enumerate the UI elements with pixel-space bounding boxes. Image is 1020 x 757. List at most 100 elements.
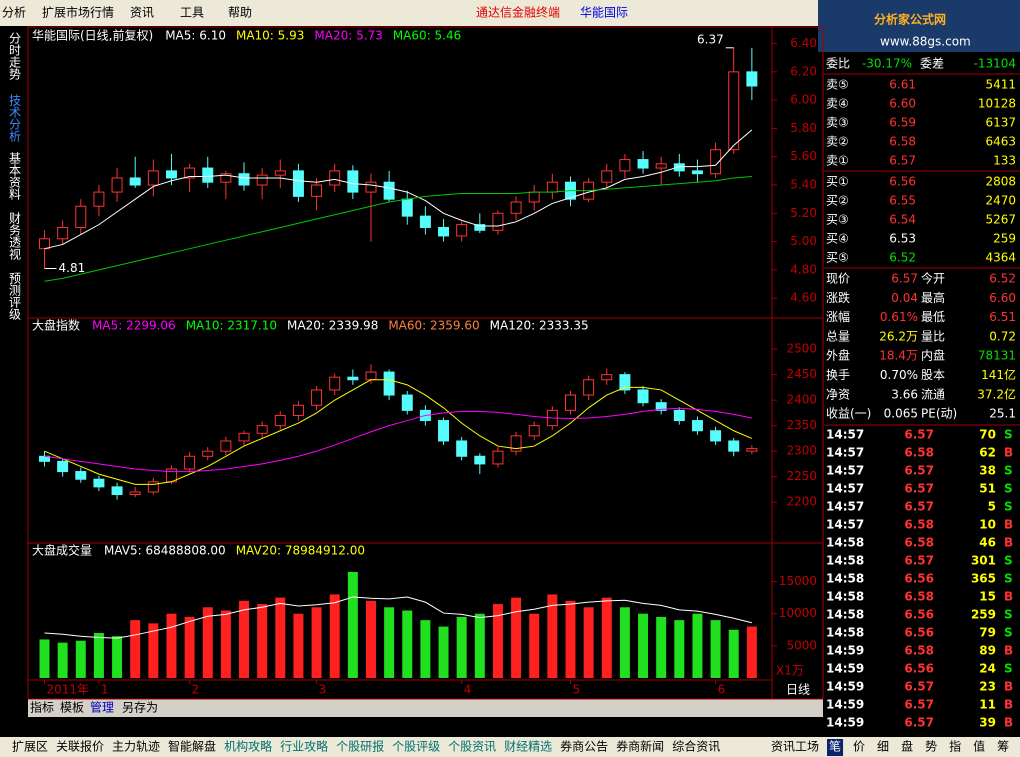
book-label: 卖① (826, 154, 849, 168)
candle-body (710, 149, 722, 175)
volume-bar (619, 607, 630, 678)
y-tick-label: 10000 (779, 606, 817, 620)
menu-item[interactable]: 扩展市场行情 (42, 5, 114, 20)
candle-body (401, 394, 413, 411)
x-tick-label: 1 (101, 683, 109, 697)
period-label[interactable]: 日线 (786, 683, 810, 697)
candle-body (57, 226, 69, 240)
volume-bar (438, 626, 449, 678)
footer-tab[interactable]: 主力轨迹 (112, 740, 160, 754)
footer-tab[interactable]: 财经精选 (504, 740, 552, 754)
footer-tab[interactable]: 综合资讯 (672, 739, 720, 754)
x-tick-label: 2 (192, 683, 200, 697)
trade-time: 14:58 (826, 590, 864, 604)
footer-tab[interactable]: 券商公告 (560, 739, 608, 754)
legend-entry: MA5: 6.10 (165, 29, 226, 43)
book-label: 卖⑤ (826, 78, 849, 92)
candle-body (401, 198, 413, 217)
volume-bar (474, 613, 485, 678)
trade-price: 6.58 (904, 590, 934, 604)
candle-body (39, 238, 50, 250)
trade-side: B (1004, 518, 1013, 532)
side-tab[interactable]: 预测评级 (8, 272, 22, 320)
trade-volume: 62 (979, 446, 996, 460)
book-label: 买③ (826, 213, 849, 227)
trade-side: S (1004, 554, 1013, 568)
trade-price: 6.57 (904, 428, 934, 442)
candle-body (202, 167, 214, 183)
trade-side: B (1004, 680, 1013, 694)
candle-body (637, 389, 649, 404)
volume-bar (130, 620, 141, 678)
footer-tab[interactable]: 筹 (997, 740, 1009, 754)
volume-bar (220, 610, 231, 678)
quote-value: 0.70% (880, 368, 918, 382)
volume-bar (275, 597, 286, 678)
menu-item[interactable]: 工具 (180, 6, 204, 20)
menu-item[interactable]: 帮助 (228, 6, 252, 20)
trade-side: S (1004, 428, 1013, 442)
y-tick-label: 5.40 (790, 178, 817, 192)
footer-tab[interactable]: 行业攻略 (280, 739, 328, 754)
footer-tab[interactable]: 关联报价 (56, 739, 104, 754)
trade-side: S (1004, 500, 1013, 514)
footer-tab[interactable]: 个股研报 (336, 739, 384, 754)
trade-time: 14:58 (826, 626, 864, 640)
footer-tab[interactable]: 个股资讯 (448, 740, 496, 754)
candle-body (383, 181, 395, 200)
trade-time: 14:59 (826, 680, 864, 694)
footer-tab[interactable]: 券商新闻 (616, 739, 664, 754)
footer-tab[interactable]: 盘 (901, 739, 913, 754)
footer-tab[interactable]: 指 (949, 739, 961, 754)
footer-tab[interactable]: 扩展区 (12, 740, 48, 754)
trade-volume: 46 (979, 536, 996, 550)
y-tick-label: 4.80 (790, 262, 817, 276)
candle-body (292, 404, 304, 416)
candle-body (347, 376, 359, 381)
footer-tab[interactable]: 机构攻略 (224, 739, 272, 754)
volume-bar (601, 597, 612, 678)
candle-body (238, 173, 250, 186)
book-volume: 4364 (985, 251, 1016, 265)
bottom-tab[interactable]: 指标 (30, 700, 54, 715)
book-volume: 2808 (985, 175, 1016, 189)
footer-tab[interactable]: 个股评级 (392, 740, 440, 754)
trade-side: B (1004, 446, 1013, 460)
trade-time: 14:59 (826, 662, 864, 676)
trade-price: 6.56 (904, 572, 934, 586)
footer-tab[interactable]: 势 (925, 740, 937, 754)
candle-body (75, 205, 87, 228)
bottom-tab[interactable]: 管理 (90, 700, 114, 715)
side-tab[interactable]: 基本资料 (8, 152, 22, 200)
book-price: 6.53 (889, 232, 916, 246)
quote-value: 141亿 (981, 367, 1016, 382)
menu-item[interactable]: 资讯 (130, 6, 154, 20)
candle-body (147, 481, 159, 493)
footer-tab[interactable]: 细 (877, 740, 889, 754)
y-tick-label: 5.60 (790, 149, 817, 163)
bottom-tab[interactable]: 模板 (60, 701, 84, 715)
candle-body (673, 409, 685, 422)
y-tick-label: 2400 (786, 393, 817, 407)
side-tab[interactable]: 技术分析 (8, 94, 22, 143)
bottom-tab[interactable]: 另存为 (122, 701, 158, 715)
volume-bar (583, 607, 594, 678)
footer-tab[interactable]: 资讯工场 (771, 740, 819, 754)
volume-bar (492, 604, 503, 678)
footer-bar (0, 737, 1020, 757)
book-volume: 133 (993, 154, 1016, 168)
footer-tab[interactable]: 笔 (829, 739, 841, 754)
footer-tab[interactable]: 值 (973, 739, 985, 754)
book-price: 6.59 (889, 116, 916, 130)
footer-tab[interactable]: 价 (853, 740, 865, 754)
x-tick-label: 6 (718, 683, 726, 697)
candle-body (746, 71, 758, 87)
candle-body (565, 394, 576, 411)
trade-price: 6.56 (904, 662, 934, 676)
candle-body (746, 448, 758, 452)
footer-tab[interactable]: 智能解盘 (168, 739, 216, 754)
quote-label: 涨跌 (826, 290, 850, 305)
menu-item[interactable]: 分析 (2, 6, 26, 20)
side-tab[interactable]: 分时走势 (8, 32, 22, 80)
side-tab[interactable]: 财务透视 (8, 212, 22, 260)
